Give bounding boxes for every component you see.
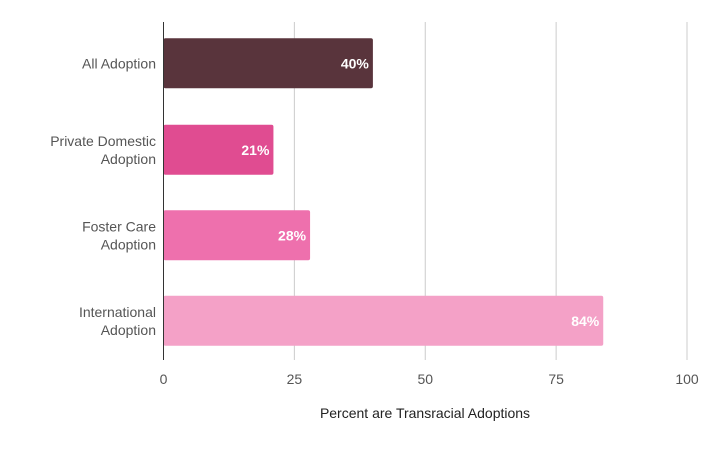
category-label: Adoption: [101, 322, 156, 338]
category-label: Adoption: [101, 151, 156, 167]
bar: [163, 124, 274, 175]
data-label: 21%: [241, 142, 270, 158]
category-label: Private Domestic: [50, 133, 156, 149]
x-tick-label: 0: [160, 371, 168, 387]
x-tick-label: 75: [548, 371, 564, 387]
data-label: 84%: [571, 313, 600, 329]
x-tick-label: 100: [675, 371, 699, 387]
x-tick-label: 50: [417, 371, 433, 387]
bar: [163, 295, 604, 346]
data-label: 40%: [341, 55, 370, 71]
bars: 40% 21% 28% 84%: [163, 38, 604, 346]
data-label: 28%: [278, 227, 307, 243]
category-label: International: [79, 304, 156, 320]
x-tick-label: 25: [287, 371, 303, 387]
category-label: Foster Care: [82, 218, 156, 234]
category-label: All Adoption: [82, 55, 156, 71]
category-label: Adoption: [101, 236, 156, 252]
x-axis-title: Percent are Transracial Adoptions: [320, 405, 530, 421]
x-tick-labels: 0 25 50 75 100: [160, 371, 699, 387]
bar: [163, 210, 311, 261]
category-labels: All Adoption Private Domestic Adoption Fost…: [50, 55, 156, 338]
bar: [163, 38, 373, 89]
